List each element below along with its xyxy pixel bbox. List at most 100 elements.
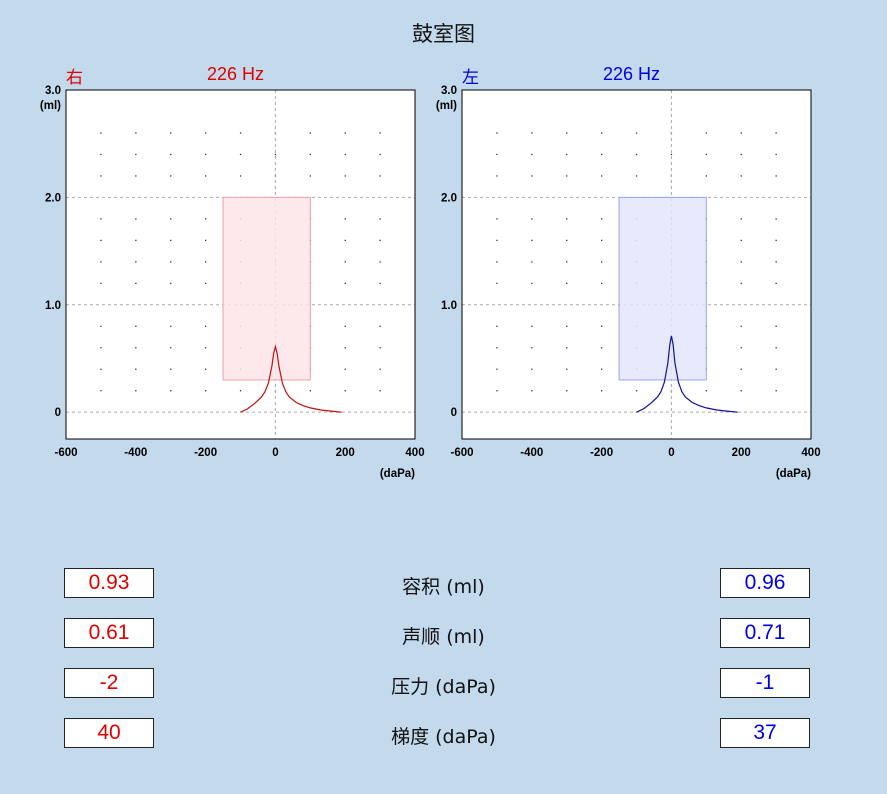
grid-dot [379, 325, 381, 327]
right-gradient-value: 40 [64, 718, 154, 748]
grid-dot [566, 347, 568, 349]
grid-dot [344, 132, 346, 134]
grid-dot [705, 390, 707, 392]
grid-dot [135, 132, 137, 134]
grid-dot [344, 325, 346, 327]
grid-dot [531, 153, 533, 156]
compliance-label: 声顺 (ml) [402, 626, 485, 648]
grid-dot [740, 153, 742, 156]
grid-dot [531, 175, 533, 177]
grid-dot [205, 261, 207, 263]
grid-dot [100, 368, 102, 370]
grid-dot [496, 153, 498, 156]
grid-dot [344, 261, 346, 263]
grid-dot [100, 239, 102, 242]
y-tick-label: 3.0 [441, 85, 457, 97]
grid-dot [601, 347, 603, 349]
grid-dot [379, 347, 381, 349]
right-compliance-value: 0.61 [64, 618, 154, 648]
x-tick-label: -400 [520, 447, 543, 459]
grid-dot [566, 132, 568, 134]
grid-dot [740, 175, 742, 177]
grid-dot [239, 390, 242, 392]
grid-dot [775, 132, 777, 134]
grid-dot [566, 218, 568, 220]
normal-range-box [618, 196, 707, 381]
grid-dot [379, 261, 381, 263]
volume-label: 容积 (ml) [402, 576, 485, 598]
y-axis-unit: (ml) [436, 100, 457, 112]
y-tick-label: 2.0 [45, 192, 61, 204]
grid-dot [379, 218, 381, 220]
left-compliance-value: 0.71 [720, 618, 810, 648]
y-axis-unit: (ml) [40, 100, 61, 112]
grid-dot [496, 239, 498, 242]
grid-dot [740, 261, 742, 263]
grid-dot [170, 132, 172, 134]
grid-dot [740, 347, 742, 349]
grid-dot [601, 390, 603, 392]
grid-dot [170, 239, 172, 242]
grid-dot [170, 325, 172, 327]
grid-dot [496, 325, 498, 327]
y-tick-label: 3.0 [45, 85, 61, 97]
grid-dot [309, 390, 311, 392]
grid-dot [135, 218, 137, 220]
grid-dot [775, 325, 777, 327]
grid-dot [775, 175, 777, 177]
page-title: 鼓室图 [412, 22, 475, 46]
grid-dot [344, 218, 346, 220]
right-frequency-label: 226 Hz [207, 64, 265, 84]
grid-dot [531, 132, 533, 134]
grid-dot [705, 175, 707, 177]
grid-dot [170, 261, 172, 263]
grid-dot [170, 175, 172, 177]
grid-dot [170, 347, 172, 349]
grid-dot [496, 261, 498, 263]
grid-dot [205, 282, 207, 284]
grid-dot [566, 390, 568, 392]
grid-dot [775, 239, 777, 242]
grid-dot [601, 153, 603, 156]
grid-dot [205, 153, 207, 156]
grid-dot [635, 175, 638, 177]
grid-dot [531, 282, 533, 284]
y-tick-label: 1.0 [45, 300, 61, 312]
y-tick-label: 0 [55, 407, 61, 419]
x-tick-label: 400 [405, 447, 424, 459]
grid-dot [566, 153, 568, 156]
grid-dot [344, 282, 346, 284]
grid-dot [344, 390, 346, 392]
grid-dot [496, 175, 498, 177]
grid-dot [100, 132, 102, 134]
grid-dot [135, 282, 137, 284]
grid-dot [601, 325, 603, 327]
grid-dot [566, 261, 568, 263]
grid-dot [205, 132, 207, 134]
grid-dot [531, 325, 533, 327]
grid-dot [601, 368, 603, 370]
grid-dot [635, 153, 638, 156]
grid-dot [566, 239, 568, 242]
grid-dot [135, 239, 137, 242]
grid-dot [205, 175, 207, 177]
grid-dot [566, 282, 568, 284]
y-tick-label: 1.0 [441, 300, 457, 312]
grid-dot [100, 261, 102, 263]
grid-dot [344, 153, 346, 156]
x-tick-label: 200 [336, 447, 355, 459]
y-tick-label: 2.0 [441, 192, 457, 204]
x-tick-label: -600 [450, 447, 473, 459]
grid-dot [135, 261, 137, 263]
x-tick-label: 400 [801, 447, 820, 459]
grid-dot [379, 368, 381, 370]
grid-dot [379, 153, 381, 156]
grid-dot [170, 153, 172, 156]
grid-dot [601, 239, 603, 242]
x-tick-label: -200 [590, 447, 613, 459]
grid-dot [566, 175, 568, 177]
grid-dot [309, 175, 311, 177]
plot-border [65, 89, 416, 440]
grid-dot [775, 153, 777, 156]
grid-dot [531, 239, 533, 242]
